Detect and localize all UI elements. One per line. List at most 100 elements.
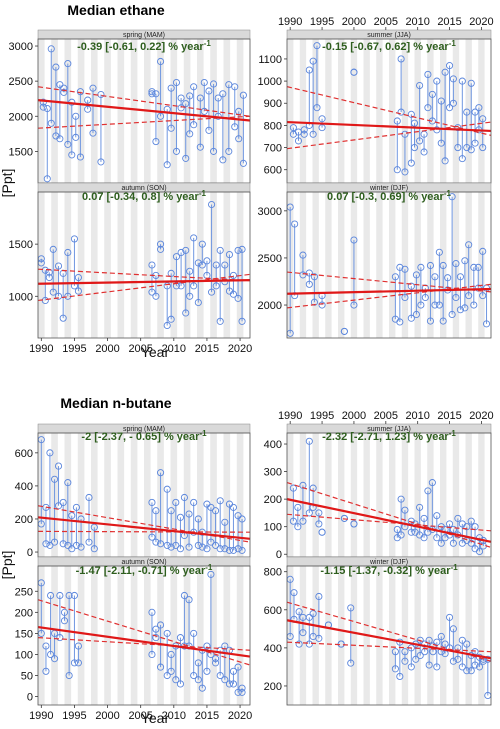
data-point xyxy=(347,659,355,667)
year-band xyxy=(144,433,151,557)
data-point xyxy=(54,262,63,270)
data-point xyxy=(412,271,420,279)
trend-line xyxy=(37,99,251,122)
data-point xyxy=(64,479,72,487)
data-point xyxy=(186,292,194,300)
data-point xyxy=(397,55,405,63)
y-axis-label: [Ppt] xyxy=(0,551,15,580)
data-point xyxy=(295,640,303,648)
year-band xyxy=(350,433,358,557)
x-axis-label: Year xyxy=(141,710,170,726)
data-point xyxy=(401,657,409,665)
data-point xyxy=(463,667,471,675)
data-point xyxy=(315,520,323,528)
data-point xyxy=(59,540,67,548)
data-point xyxy=(426,317,434,325)
data-point xyxy=(463,640,471,648)
data-point xyxy=(176,680,184,688)
year-band xyxy=(130,566,138,705)
data-point xyxy=(198,684,206,692)
data-point xyxy=(417,301,425,309)
year-band xyxy=(465,433,472,557)
data-point xyxy=(221,676,229,684)
data-point xyxy=(412,310,420,319)
trend-line xyxy=(37,279,251,285)
data-point xyxy=(407,110,415,118)
plot-frame xyxy=(37,565,251,706)
panel-strip-label: summer (JJA) xyxy=(367,426,411,433)
data-point xyxy=(439,317,447,325)
data-point xyxy=(305,437,313,445)
panel-4: winter (DJF) 2000 2500 3000 0.07 [-0.3, 0.69… xyxy=(258,182,492,339)
data-point xyxy=(229,667,237,675)
data-point xyxy=(65,591,73,600)
data-point xyxy=(397,108,405,116)
year-band xyxy=(91,39,98,183)
data-point xyxy=(458,77,466,85)
plot-frame xyxy=(286,191,492,339)
data-point xyxy=(458,155,466,163)
y-tick-label: 250 xyxy=(15,586,33,598)
data-point xyxy=(452,293,460,302)
data-point xyxy=(424,104,432,112)
data-point xyxy=(68,545,76,553)
x-tick-label: 1995 xyxy=(62,710,86,722)
data-point xyxy=(203,642,211,650)
data-point xyxy=(194,541,202,549)
data-point xyxy=(310,298,318,306)
trend-annotation-text: -0.15 [-0.67, 0.62] % year xyxy=(322,41,449,53)
trend-line xyxy=(37,516,251,540)
year-band xyxy=(236,566,244,705)
data-point xyxy=(391,665,399,673)
year-band xyxy=(287,433,294,557)
trend-line xyxy=(286,287,492,295)
panel-strip-label: autumn (SON) xyxy=(121,185,166,192)
data-point xyxy=(309,57,317,65)
year-band xyxy=(465,39,472,183)
year-band xyxy=(440,433,447,557)
data-point xyxy=(190,629,198,637)
data-point xyxy=(313,104,321,112)
x-tick-label: 2010 xyxy=(162,343,186,355)
trend-annotation-text: 0.07 [-0.3, 0.69] % year xyxy=(327,191,445,203)
data-point xyxy=(216,497,224,505)
y-tick-label: 0 xyxy=(27,692,33,704)
data-point xyxy=(210,80,218,88)
data-point xyxy=(235,135,243,143)
year-band xyxy=(440,39,447,183)
data-point xyxy=(77,543,85,551)
year-band xyxy=(376,566,383,705)
data-point xyxy=(219,90,227,98)
data-point xyxy=(433,534,441,542)
data-point xyxy=(42,642,50,650)
data-point xyxy=(172,147,181,155)
data-point xyxy=(148,498,156,506)
data-point xyxy=(441,640,449,648)
data-point xyxy=(407,528,415,536)
year-band xyxy=(170,39,178,183)
data-point xyxy=(84,96,92,104)
data-point xyxy=(289,484,297,492)
y-tick-label: 100 xyxy=(264,522,282,534)
y-tick-label: 600 xyxy=(15,448,33,460)
data-point xyxy=(231,123,239,131)
y-tick-label: 0 xyxy=(276,549,282,561)
data-point xyxy=(446,104,454,112)
data-point xyxy=(60,617,69,625)
confidence-line xyxy=(286,641,492,653)
year-band xyxy=(38,192,45,338)
year-band xyxy=(325,566,332,705)
y-tick-label: 3000 xyxy=(9,41,33,53)
year-band xyxy=(183,566,191,705)
data-point xyxy=(221,545,229,553)
data-point xyxy=(167,667,175,675)
data-point xyxy=(157,245,165,253)
data-point xyxy=(310,273,318,281)
data-point xyxy=(210,147,218,155)
data-point xyxy=(397,531,405,539)
data-point xyxy=(470,301,478,309)
data-point xyxy=(239,159,247,167)
year-band xyxy=(389,192,396,338)
data-point xyxy=(163,541,171,549)
